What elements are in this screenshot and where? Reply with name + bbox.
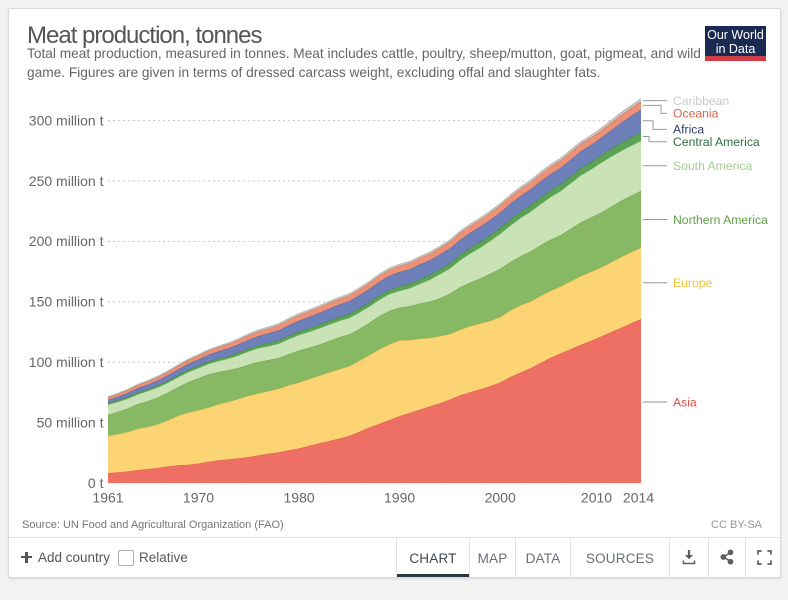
svg-text:South America: South America (673, 159, 752, 173)
svg-text:1980: 1980 (284, 490, 315, 506)
svg-text:300 million t: 300 million t (29, 112, 104, 128)
svg-text:100 million t: 100 million t (29, 354, 104, 370)
svg-text:0 t: 0 t (88, 475, 104, 491)
svg-text:2000: 2000 (485, 490, 516, 506)
svg-text:50 million t: 50 million t (37, 414, 104, 430)
svg-text:Europe: Europe (673, 276, 713, 290)
svg-text:Central America: Central America (673, 135, 760, 149)
svg-text:1970: 1970 (183, 490, 214, 506)
svg-text:2010: 2010 (581, 490, 612, 506)
svg-text:Asia: Asia (673, 395, 697, 409)
svg-text:200 million t: 200 million t (29, 233, 104, 249)
svg-text:250 million t: 250 million t (29, 173, 104, 189)
svg-text:1961: 1961 (92, 490, 123, 506)
svg-text:Caribbean: Caribbean (673, 94, 729, 108)
svg-text:Oceania: Oceania (673, 107, 719, 121)
svg-text:2014: 2014 (623, 490, 654, 506)
svg-text:Northern America: Northern America (673, 213, 768, 227)
svg-text:150 million t: 150 million t (29, 294, 104, 310)
svg-text:1990: 1990 (384, 490, 415, 506)
svg-text:Africa: Africa (673, 123, 704, 137)
